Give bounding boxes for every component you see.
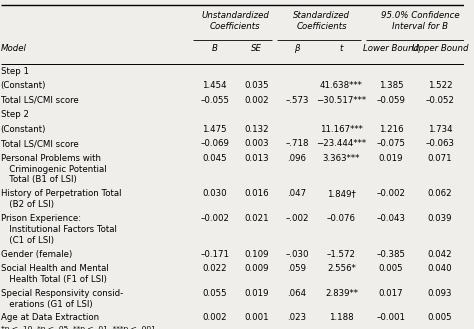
Text: .047: .047 [287,189,307,198]
Text: –0.043: –0.043 [376,214,405,223]
Text: 0.002: 0.002 [202,314,227,322]
Text: Gender (female): Gender (female) [0,250,72,259]
Text: 95.0% Confidence
Interval for B: 95.0% Confidence Interval for B [381,11,459,31]
Text: 2.839**: 2.839** [325,289,358,298]
Text: −30.517***: −30.517*** [317,96,366,105]
Text: Standardized
Coefficients: Standardized Coefficients [293,11,350,31]
Text: –0.002: –0.002 [200,214,229,223]
Text: (Constant): (Constant) [0,82,46,90]
Text: –0.055: –0.055 [200,96,229,105]
Text: Age at Data Extraction: Age at Data Extraction [0,314,99,322]
Text: 1.849†: 1.849† [327,189,356,198]
Text: –0.001: –0.001 [376,314,405,322]
Text: 0.039: 0.039 [428,214,452,223]
Text: 0.071: 0.071 [428,154,452,163]
Text: –0.052: –0.052 [426,96,455,105]
Text: 0.030: 0.030 [202,189,227,198]
Text: 0.019: 0.019 [245,289,269,298]
Text: 0.022: 0.022 [202,264,227,273]
Text: .096: .096 [287,154,307,163]
Text: –0.069: –0.069 [200,139,229,148]
Text: 1.475: 1.475 [202,125,227,134]
Text: 2.556*: 2.556* [327,264,356,273]
Text: 0.013: 0.013 [244,154,269,163]
Text: –0.063: –0.063 [426,139,455,148]
Text: β: β [294,44,300,53]
Text: Prison Experience:
   Institutional Factors Total
   (C1 of LSI): Prison Experience: Institutional Factors… [0,214,117,244]
Text: Personal Problems with
   Criminogenic Potential
   Total (B1 of LSI): Personal Problems with Criminogenic Pote… [0,154,106,184]
Text: B: B [212,44,218,53]
Text: –0.385: –0.385 [376,250,405,259]
Text: –1.572: –1.572 [327,250,356,259]
Text: Step 1: Step 1 [0,67,29,76]
Text: .023: .023 [287,314,307,322]
Text: –0.002: –0.002 [376,189,405,198]
Text: 1.734: 1.734 [428,125,452,134]
Text: 41.638***: 41.638*** [320,82,363,90]
Text: Unstandardized
Coefficients: Unstandardized Coefficients [201,11,269,31]
Text: –0.171: –0.171 [200,250,229,259]
Text: Lower Bound: Lower Bound [363,44,419,53]
Text: 0.132: 0.132 [244,125,269,134]
Text: 0.019: 0.019 [379,154,403,163]
Text: −23.444***: −23.444*** [317,139,366,148]
Text: Total LS/CMI score: Total LS/CMI score [0,96,78,105]
Text: 0.017: 0.017 [379,289,403,298]
Text: 3.363***: 3.363*** [323,154,360,163]
Text: 0.016: 0.016 [244,189,269,198]
Text: (Constant): (Constant) [0,125,46,134]
Text: .059: .059 [287,264,307,273]
Text: 0.002: 0.002 [244,96,269,105]
Text: 0.040: 0.040 [428,264,452,273]
Text: Step 2: Step 2 [0,111,29,119]
Text: –.718: –.718 [285,139,309,148]
Text: Upper Bound: Upper Bound [412,44,468,53]
Text: –.002: –.002 [285,214,309,223]
Text: 1.454: 1.454 [202,82,227,90]
Text: t: t [340,44,343,53]
Text: –.573: –.573 [285,96,309,105]
Text: SE: SE [251,44,262,53]
Text: 1.522: 1.522 [428,82,452,90]
Text: 1.385: 1.385 [379,82,403,90]
Text: 0.009: 0.009 [245,264,269,273]
Text: 1.216: 1.216 [379,125,403,134]
Text: †p < .10. *p < .05. **p < .01. ***p < .001.: †p < .10. *p < .05. **p < .01. ***p < .0… [0,326,158,329]
Text: 0.062: 0.062 [428,189,452,198]
Text: 0.003: 0.003 [244,139,269,148]
Text: 0.109: 0.109 [245,250,269,259]
Text: 0.005: 0.005 [379,264,403,273]
Text: 0.035: 0.035 [244,82,269,90]
Text: 11.167***: 11.167*** [320,125,363,134]
Text: History of Perpetration Total
   (B2 of LSI): History of Perpetration Total (B2 of LSI… [0,189,121,209]
Text: 1.188: 1.188 [329,314,354,322]
Text: –0.075: –0.075 [376,139,405,148]
Text: –0.076: –0.076 [327,214,356,223]
Text: .064: .064 [287,289,307,298]
Text: Model: Model [0,44,27,53]
Text: 0.093: 0.093 [428,289,452,298]
Text: –.030: –.030 [285,250,309,259]
Text: 0.055: 0.055 [202,289,227,298]
Text: Special Responsivity consid-
   erations (G1 of LSI): Special Responsivity consid- erations (G… [0,289,123,309]
Text: Total LS/CMI score: Total LS/CMI score [0,139,78,148]
Text: 0.042: 0.042 [428,250,452,259]
Text: –0.059: –0.059 [376,96,405,105]
Text: 0.001: 0.001 [244,314,269,322]
Text: 0.045: 0.045 [202,154,227,163]
Text: 0.005: 0.005 [428,314,452,322]
Text: Social Health and Mental
   Health Total (F1 of LSI): Social Health and Mental Health Total (F… [0,264,109,284]
Text: 0.021: 0.021 [244,214,269,223]
